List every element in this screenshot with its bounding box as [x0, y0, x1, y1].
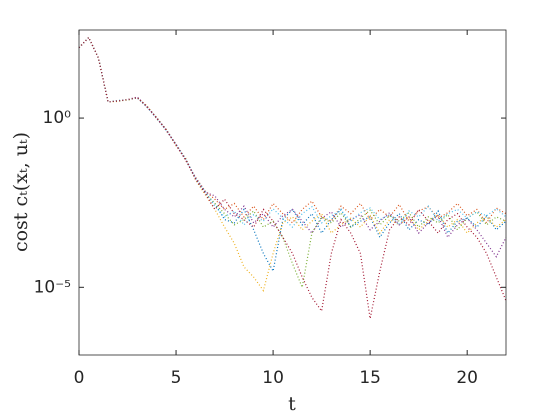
- x-tick-label: 0: [74, 368, 85, 388]
- axes-box: [78, 29, 507, 356]
- x-tick-label: 10: [262, 368, 284, 388]
- x-tick-label: 5: [171, 368, 182, 388]
- y-tick-label: 10⁰: [43, 108, 72, 128]
- y-tick-label: 10⁻⁵: [34, 277, 71, 297]
- y-axis-label: cost cₜ(xₜ, uₜ): [10, 132, 32, 252]
- x-tick-label: 20: [456, 368, 478, 388]
- series-line: [78, 36, 507, 273]
- x-axis-label: t: [288, 393, 296, 415]
- series-line: [78, 36, 507, 258]
- series-line: [78, 36, 507, 229]
- x-tick-label: 15: [359, 368, 381, 388]
